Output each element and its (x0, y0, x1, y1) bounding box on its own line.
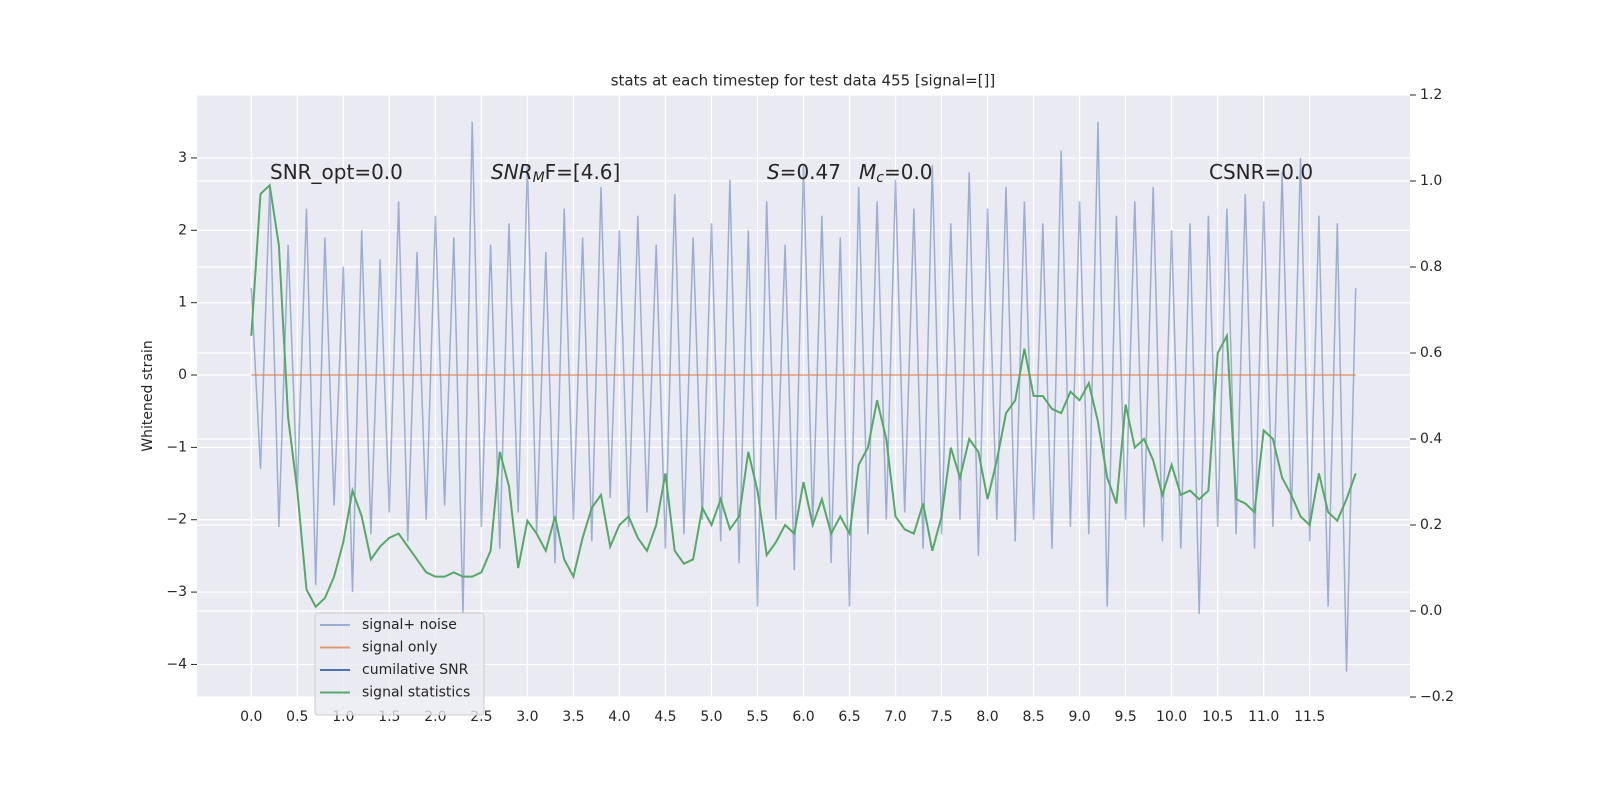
y2-tick-label: 0.8 (1420, 259, 1442, 275)
y-tick-label: 2 (178, 222, 187, 238)
annotation-part: F=[4.6] (545, 160, 621, 184)
x-tick-label: 11.5 (1294, 709, 1325, 725)
annotation: CSNR=0.0 (1209, 160, 1313, 184)
annotation-part: =0.0 (884, 160, 933, 184)
y-tick-label: 0 (178, 367, 187, 383)
annotation-part: M (859, 160, 876, 184)
x-tick-label: 6.0 (792, 709, 814, 725)
annotation-part: =0.47 (780, 160, 841, 184)
legend-label: signal+ noise (362, 617, 457, 633)
y-tick-label: −2 (166, 512, 187, 528)
x-tick-label: 0.0 (240, 709, 262, 725)
y-tick-label: 3 (178, 150, 187, 166)
annotation: Mc=0.0 (859, 160, 933, 187)
annotation-part: SNR_opt=0.0 (270, 160, 403, 184)
legend-box (314, 612, 485, 716)
x-tick-label: 3.0 (516, 709, 538, 725)
y-tick-label: 1 (178, 295, 187, 311)
annotation: S=0.47 (767, 160, 841, 184)
x-tick-label: 10.0 (1156, 709, 1187, 725)
y2-tick-label: 1.2 (1420, 87, 1442, 103)
y2-tick-label: 0.0 (1420, 603, 1442, 619)
legend-label: signal only (362, 640, 437, 656)
x-tick-label: 9.0 (1068, 709, 1090, 725)
x-tick-label: 11.0 (1248, 709, 1279, 725)
annotation-part: CSNR=0.0 (1209, 160, 1313, 184)
legend-label: cumilative SNR (362, 662, 469, 678)
x-tick-label: 3.5 (562, 709, 584, 725)
y2-tick-label: 0.4 (1420, 431, 1442, 447)
x-tick-label: 4.0 (608, 709, 630, 725)
chart-title: stats at each timestep for test data 455… (611, 72, 996, 90)
series-line (250, 183, 1357, 609)
legend-label: signal statistics (362, 685, 470, 701)
x-tick-label: 8.0 (976, 709, 998, 725)
y-axis-label: Whitened strain (140, 340, 156, 451)
x-tick-label: 5.5 (746, 709, 768, 725)
x-tick-label: 9.5 (1114, 709, 1136, 725)
y-tick-label: −1 (166, 439, 187, 455)
x-tick-label: 5.0 (700, 709, 722, 725)
annotation: SNRMF=[4.6] (491, 160, 620, 187)
y2-tick-label: 0.6 (1420, 345, 1442, 361)
y2-tick-label: −0.2 (1420, 689, 1454, 705)
annotation-part: M (533, 170, 545, 186)
y2-tick-label: 1.0 (1420, 173, 1442, 189)
y-tick-label: −4 (166, 656, 187, 672)
series-line (250, 121, 1357, 672)
x-tick-label: 7.0 (884, 709, 906, 725)
x-tick-label: 0.5 (286, 709, 308, 725)
x-tick-label: 6.5 (838, 709, 860, 725)
x-tick-label: 8.5 (1022, 709, 1044, 725)
annotation-part: SNR (491, 160, 533, 184)
annotation: SNR_opt=0.0 (270, 160, 403, 184)
annotation-part: c (876, 170, 884, 186)
y-tick-label: −3 (166, 584, 187, 600)
x-tick-label: 10.5 (1202, 709, 1233, 725)
x-tick-label: 4.5 (654, 709, 676, 725)
x-tick-label: 7.5 (930, 709, 952, 725)
y2-tick-label: 0.2 (1420, 517, 1442, 533)
annotation-part: S (767, 160, 780, 184)
